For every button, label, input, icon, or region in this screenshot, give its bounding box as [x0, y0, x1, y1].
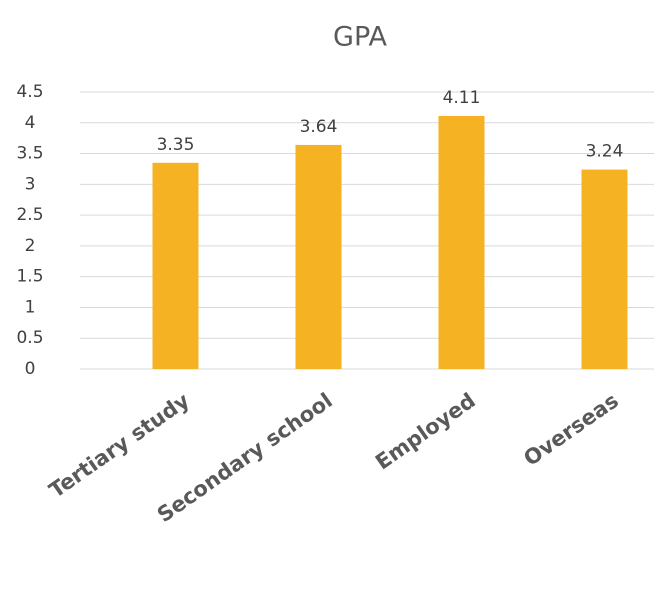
x-tick-label: Employed — [371, 388, 480, 474]
y-tick-label: 1.5 — [16, 267, 43, 287]
y-tick-label: 2 — [25, 236, 36, 256]
y-tick-label: 4 — [25, 113, 36, 133]
bar — [438, 116, 485, 369]
bar — [295, 144, 342, 369]
bar — [581, 169, 628, 369]
y-tick-label: 4.5 — [16, 82, 43, 102]
data-label: 3.24 — [586, 142, 624, 162]
y-tick-label: 3.5 — [16, 144, 43, 164]
y-tick-label: 2.5 — [16, 205, 43, 225]
data-label: 4.11 — [443, 88, 481, 108]
x-tick-label: Overseas — [519, 388, 623, 471]
x-tick-label: Tertiary study — [45, 388, 194, 503]
chart-title: GPA — [333, 22, 387, 53]
data-label: 3.64 — [300, 117, 338, 137]
y-tick-label: 1 — [25, 297, 36, 317]
y-tick-label: 0.5 — [16, 328, 43, 348]
y-tick-label: 3 — [25, 174, 36, 194]
bar — [152, 162, 199, 369]
data-label: 3.35 — [157, 135, 195, 155]
y-tick-label: 0 — [25, 359, 36, 379]
